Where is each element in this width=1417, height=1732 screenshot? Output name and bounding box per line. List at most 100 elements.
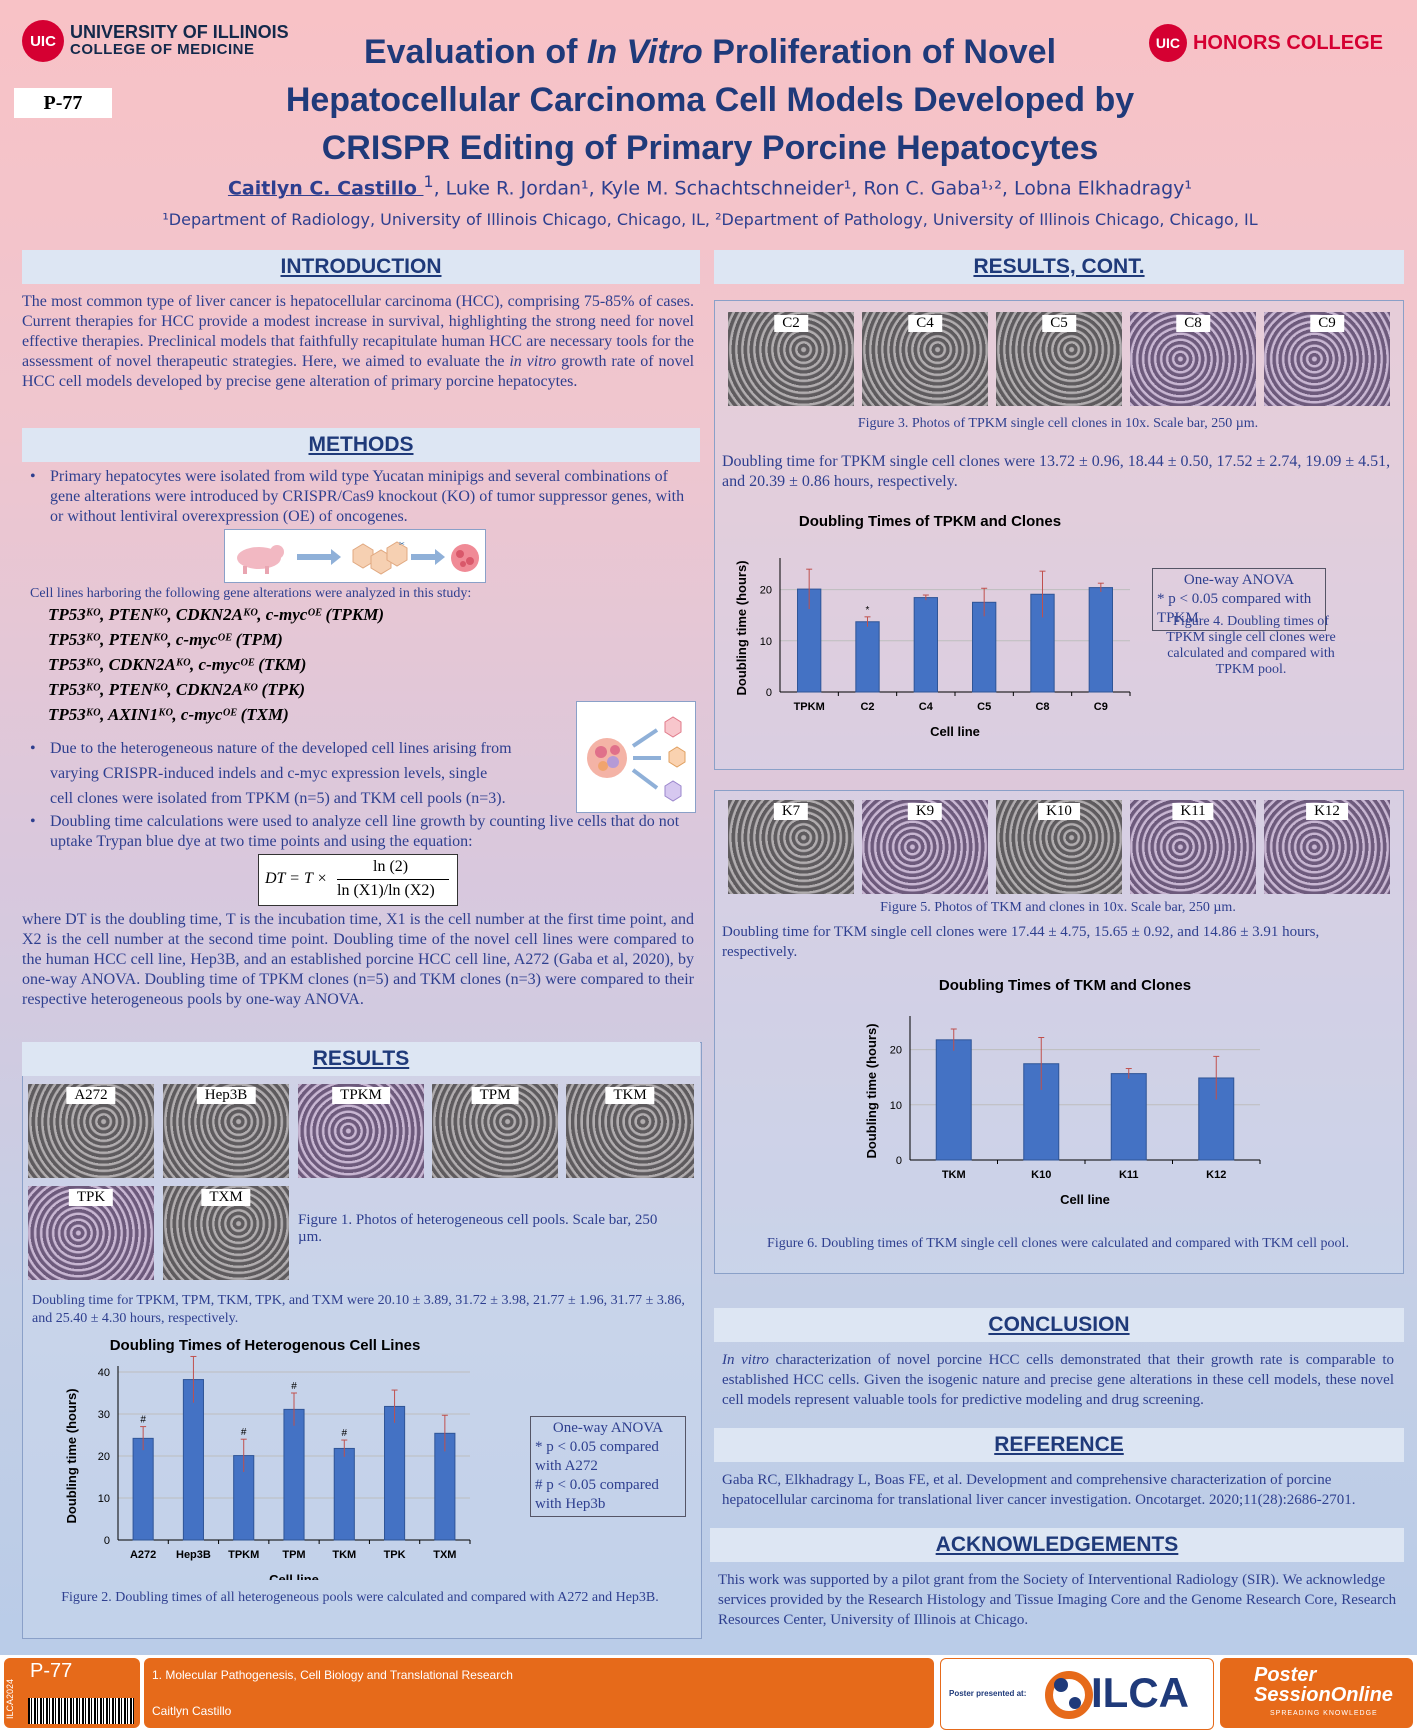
doubling-time-equation: DT = T × ln (2) ln (X1)/ln (X2): [258, 854, 458, 906]
y-tick-label: 10: [890, 1100, 902, 1112]
photo-txm: TXM: [163, 1186, 289, 1280]
workflow-diagram: ✂: [224, 529, 486, 583]
bar: [855, 621, 880, 693]
bar: [182, 1379, 204, 1541]
ilca-wordmark: ILCA: [1091, 1669, 1189, 1716]
uic-name: UNIVERSITY OF ILLINOIS: [70, 22, 289, 42]
tkm-clones-text: Doubling time for TKM single cell clones…: [722, 924, 1320, 960]
uic-logo: UIC UNIVERSITY OF ILLINOIS COLLEGE OF ME…: [22, 20, 289, 62]
reference-text: Gaba RC, Elkhadragy L, Boas FE, et al. D…: [722, 1472, 1356, 1508]
uic-college: COLLEGE OF MEDICINE: [70, 41, 255, 58]
figure-6-caption: Figure 6. Doubling times of TKM single c…: [767, 1236, 1349, 1251]
footer-code: ILCA2024: [5, 1678, 16, 1720]
x-tick-label: TPKM: [228, 1549, 259, 1561]
photo-tpm: TPM: [432, 1084, 558, 1178]
x-tick-label: K12: [1206, 1169, 1226, 1181]
anova-legend-fig4: One-way ANOVA * p < 0.05 compared with T…: [1152, 568, 1326, 631]
author-list: Caitlyn C. Castillo 1, Luke R. Jordan¹, …: [227, 172, 1193, 200]
photo-c9: C9: [1264, 312, 1390, 406]
photo-c5: C5: [996, 312, 1122, 406]
pig-to-tumor-schematic: ✂: [237, 541, 479, 575]
y-tick-label: 20: [98, 1451, 110, 1463]
acknowledgements-text: This work was supported by a pilot grant…: [718, 1572, 1397, 1628]
x-tick-label: K10: [1031, 1169, 1051, 1181]
chart-tpkm-clones: Doubling Times of TPKM and Clones 0 10 20 TP…: [734, 513, 1131, 739]
significance-marker: *: [191, 1344, 195, 1355]
x-tick-label: TPM: [282, 1549, 305, 1561]
pso-tagline: SPREADING KNOWLEDGE: [1270, 1710, 1378, 1717]
x-tick-label: TXM: [433, 1549, 456, 1561]
acknowledgements-heading: ACKNOWLEDGEMENTS: [710, 1528, 1404, 1562]
x-tick-label: TPKM: [794, 701, 825, 713]
pso-line1: Poster: [1254, 1664, 1317, 1686]
results-text: Doubling time for TPKM, TPM, TKM, TPK, a…: [32, 1293, 685, 1326]
genotype-list: TP53ᴷᴼ, PTENᴷᴼ, CDKN2Aᴷᴼ, c-mycᴼᴱ (TPKM)…: [48, 602, 384, 727]
photo-k9: K9: [862, 800, 988, 894]
y-tick-label: 0: [766, 687, 772, 699]
bar: [913, 597, 939, 693]
figure-2-caption: Figure 2. Doubling times of all heteroge…: [61, 1590, 659, 1605]
y-tick-label: 10: [98, 1493, 110, 1505]
honors-college-logo: UIC HONORS COLLEGE: [1148, 24, 1383, 62]
figure-1-caption: Figure 1. Photos of heterogeneous cell p…: [298, 1212, 658, 1245]
honors-label: HONORS COLLEGE: [1192, 31, 1383, 54]
methods-heading: METHODS: [22, 428, 700, 462]
x-axis-label: Cell line: [269, 1572, 319, 1580]
clone-schematic: [587, 716, 686, 802]
significance-marker: *: [866, 605, 870, 616]
footer-poster-id: P-77: [30, 1660, 73, 1682]
chart-title: Doubling Times of Heterogenous Cell Line…: [110, 1337, 421, 1354]
conclusion-heading: CONCLUSION: [714, 1308, 1404, 1342]
footer-poster-id-block: P-77 ILCA2024: [4, 1658, 140, 1728]
chart-title: Doubling Times of TKM and Clones: [939, 977, 1191, 994]
cell-lines-intro: Cell lines harboring the following gene …: [30, 586, 472, 601]
anova-legend-fig2: One-way ANOVA * p < 0.05 compared with A…: [530, 1416, 686, 1517]
photo-tpk: TPK: [28, 1186, 154, 1280]
significance-marker: #: [241, 1427, 247, 1438]
genotype-tkm: TP53ᴷᴼ, CDKN2Aᴷᴼ, c-mycᴼᴱ (TKM): [48, 655, 307, 674]
results-heading: RESULTS: [22, 1042, 700, 1076]
poster-number: P-77: [14, 88, 112, 118]
y-tick-label: 10: [760, 636, 772, 648]
y-axis-label: Doubling time (hours): [734, 560, 749, 695]
photo-tkm: TKM: [566, 1084, 694, 1178]
bar: [132, 1437, 154, 1541]
x-tick-label: C5: [977, 701, 991, 713]
first-author: Caitlyn C. Castillo: [227, 177, 424, 200]
x-tick-label: K11: [1119, 1169, 1139, 1181]
poster-session-online-logo: Poster SessionOnline SPREADING KNOWLEDGE: [1220, 1658, 1413, 1728]
significance-marker: #: [342, 1428, 348, 1439]
x-tick-label: C2: [860, 701, 874, 713]
presented-at-label: Poster presented at:: [949, 1689, 1027, 1698]
methods-bullet-3: • Doubling time calculations were used to…: [30, 813, 680, 850]
clone-isolation-diagram: [576, 701, 696, 813]
footer-presenter: Caitlyn Castillo: [152, 1704, 232, 1718]
x-tick-label: Hep3B: [176, 1549, 211, 1561]
x-axis-label: Cell line: [1060, 1192, 1110, 1207]
y-tick-label: 20: [760, 585, 772, 597]
x-tick-label: C4: [919, 701, 934, 713]
x-tick-label: TKM: [332, 1549, 356, 1561]
y-tick-label: 20: [890, 1045, 902, 1057]
ilca-logo-block: Poster presented at: ILCA: [940, 1658, 1214, 1730]
photo-k12: K12: [1264, 800, 1390, 894]
genotype-tpm: TP53ᴷᴼ, PTENᴷᴼ, c-mycᴼᴱ (TPM): [48, 630, 283, 649]
photo-c8: C8: [1130, 312, 1256, 406]
uic-badge: UIC: [22, 20, 64, 62]
affiliations: ¹Department of Radiology, University of …: [162, 210, 1258, 229]
genotype-txm: TP53ᴷᴼ, AXIN1ᴷᴼ, c-mycᴼᴱ (TXM): [48, 705, 289, 724]
ilca-mark-icon: [1045, 1671, 1093, 1719]
uic-badge-honors: UIC: [1148, 24, 1187, 62]
bar: [935, 1039, 972, 1161]
chart-heterogenous-cell-lines: Doubling Times of Heterogenous Cell Line…: [64, 1337, 471, 1580]
bar: [1088, 587, 1113, 693]
footer-track-block: 1. Molecular Pathogenesis, Cell Biology …: [144, 1658, 934, 1728]
genotype-tpkm: TP53ᴷᴼ, PTENᴷᴼ, CDKN2Aᴷᴼ, c-mycᴼᴱ (TPKM): [48, 605, 385, 624]
x-tick-label: TKM: [942, 1169, 966, 1181]
y-tick-label: 30: [98, 1409, 110, 1421]
methods-bullet-2: • Due to the heterogeneous nature of the…: [30, 740, 512, 807]
photo-c2: C2: [728, 312, 854, 406]
barcode: [28, 1698, 134, 1724]
significance-marker: #: [140, 1415, 146, 1426]
bar: [384, 1405, 406, 1541]
